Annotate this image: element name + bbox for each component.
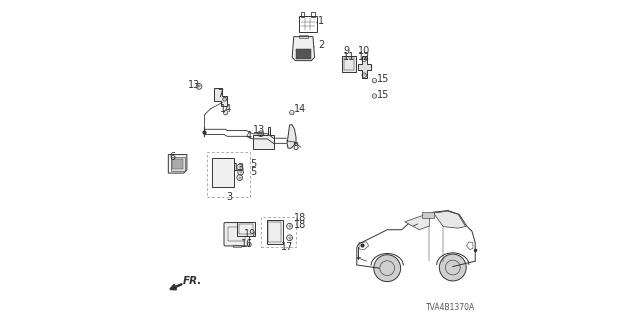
Text: 5: 5 [250,159,257,169]
Text: FR.: FR. [183,276,202,286]
Text: 14: 14 [220,104,232,114]
Polygon shape [214,88,227,106]
Polygon shape [296,49,311,59]
Bar [422,212,434,218]
Polygon shape [434,211,466,228]
Bar [269,222,281,242]
Bar [344,58,354,70]
Text: 11: 11 [343,52,355,62]
Bar [298,35,308,38]
Text: 4: 4 [246,131,252,141]
Polygon shape [287,125,296,148]
Text: 17: 17 [281,242,293,252]
Text: 16: 16 [241,239,253,249]
Bar [301,12,305,17]
Bar [237,222,255,236]
Bar [299,16,317,32]
Bar [239,224,253,234]
Text: 13: 13 [253,125,266,135]
Bar [173,159,183,169]
Text: 13: 13 [233,163,245,173]
Text: 12: 12 [358,52,370,62]
Text: 6: 6 [169,152,175,162]
Polygon shape [358,56,371,78]
Bar [311,12,315,17]
Text: 5: 5 [250,167,257,177]
Circle shape [374,255,401,282]
Text: 14: 14 [294,104,306,114]
Text: 13: 13 [188,80,200,90]
Text: 8: 8 [292,142,299,152]
Polygon shape [253,127,274,149]
Text: 3: 3 [227,192,233,202]
Polygon shape [405,213,429,230]
Bar [342,56,356,72]
FancyBboxPatch shape [224,223,250,246]
Bar [207,152,250,197]
Text: 1: 1 [317,16,324,27]
Text: 19: 19 [244,229,256,239]
Polygon shape [168,155,187,173]
Text: 15: 15 [377,90,389,100]
Polygon shape [292,37,315,61]
Bar [233,245,241,247]
Text: 2: 2 [317,40,324,51]
Text: 10: 10 [358,46,370,56]
Bar [212,158,234,187]
Text: 7: 7 [217,89,223,100]
Bar [228,227,245,242]
Text: 9: 9 [343,46,349,56]
Text: 18: 18 [294,212,307,223]
Text: TVA4B1370A: TVA4B1370A [426,303,475,312]
Circle shape [440,254,466,281]
Bar [170,157,185,171]
Text: 15: 15 [377,74,389,84]
Text: 18: 18 [294,220,307,230]
Bar [261,217,296,247]
Polygon shape [267,220,283,244]
